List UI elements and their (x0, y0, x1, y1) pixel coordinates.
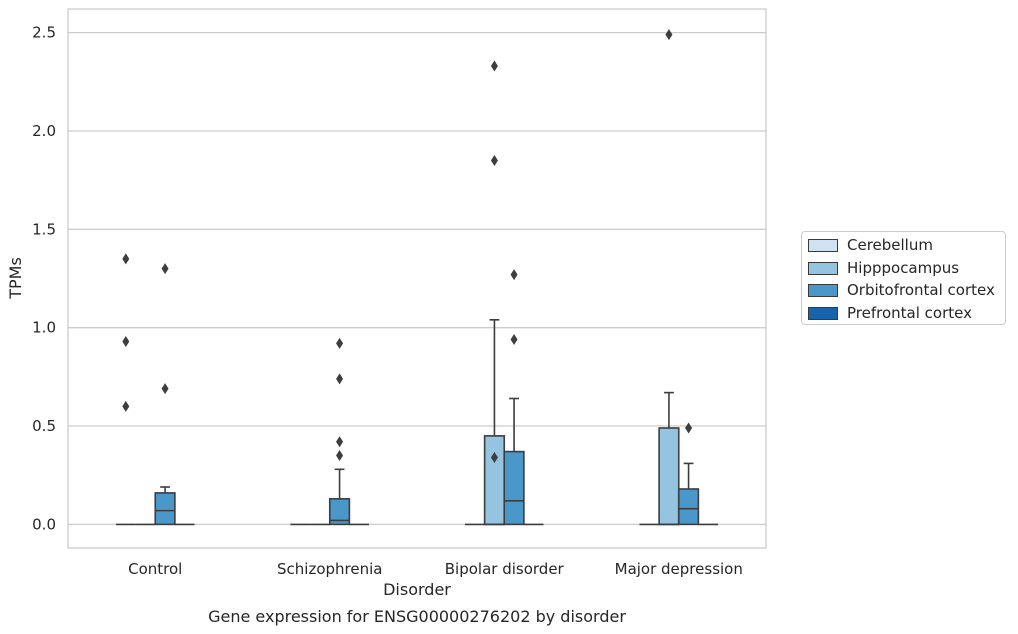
outlier-point (336, 373, 344, 385)
x-axis-label: Disorder (383, 580, 451, 599)
box (154, 492, 176, 526)
outlier-point (161, 383, 169, 395)
x-axis-ticks: Control Schizophrenia Bipolar disorder Majo… (128, 560, 743, 578)
outlier-point (122, 253, 130, 265)
y-tick-label: 2.0 (32, 122, 56, 140)
legend-label: Orbitofrontal cortex (847, 281, 995, 299)
y-tick-label: 2.5 (32, 24, 56, 42)
chart-title: Gene expression for ENSG00000276202 by d… (208, 607, 626, 626)
outlier-point (336, 337, 344, 349)
legend-label: Hipppocampus (847, 259, 960, 277)
outlier-point (490, 60, 498, 72)
outlier-point (510, 269, 518, 281)
outlier-point (685, 422, 693, 434)
y-tick-label: 0.0 (32, 515, 56, 533)
outlier-point (490, 452, 498, 464)
y-axis-ticks: 0.0 0.5 1.0 1.5 2.0 2.5 (32, 24, 56, 534)
legend-swatch-orbitofrontal-cortex (808, 283, 838, 297)
box (483, 435, 506, 526)
box-group (115, 253, 136, 526)
outlier-point (510, 333, 518, 345)
x-tick-label: Schizophrenia (277, 560, 382, 578)
outlier-point (336, 450, 344, 462)
boxes (115, 29, 719, 526)
legend-swatch-cerebellum (808, 238, 838, 252)
y-tick-label: 1.0 (32, 319, 56, 337)
x-tick-label: Major depression (615, 560, 743, 578)
outlier-point (665, 29, 673, 41)
x-tick-label: Control (128, 560, 182, 578)
outlier-point (490, 154, 498, 166)
box-group (483, 60, 506, 526)
box-group (677, 422, 700, 526)
outlier-point (336, 436, 344, 448)
legend: Cerebellum Hipppocampus Orbitofrontal co… (801, 231, 1006, 325)
plot-area (68, 9, 766, 548)
y-tick-label: 0.5 (32, 417, 56, 435)
outlier-point (161, 263, 169, 275)
legend-item-prefrontal-cortex: Prefrontal cortex (808, 303, 972, 323)
box (677, 488, 700, 526)
box (658, 427, 680, 526)
y-tick-label: 1.5 (32, 220, 56, 238)
plot-frame (67, 8, 767, 549)
legend-label: Prefrontal cortex (847, 304, 972, 322)
legend-item-orbitofrontal-cortex: Orbitofrontal cortex (808, 280, 995, 300)
outlier-point (122, 400, 130, 412)
legend-swatch-hippocampus (808, 261, 838, 275)
box-group (328, 337, 351, 526)
y-axis-label: TPMs (6, 257, 25, 300)
x-tick-label: Bipolar disorder (445, 560, 565, 578)
box-group (658, 29, 680, 526)
legend-label: Cerebellum (847, 236, 933, 254)
outlier-point (122, 335, 130, 347)
legend-item-cerebellum: Cerebellum (808, 235, 933, 255)
legend-item-hippocampus: Hipppocampus (808, 258, 959, 278)
box (503, 450, 525, 526)
box-group (503, 269, 525, 526)
box-group (154, 263, 176, 526)
legend-swatch-prefrontal-cortex (808, 306, 838, 320)
